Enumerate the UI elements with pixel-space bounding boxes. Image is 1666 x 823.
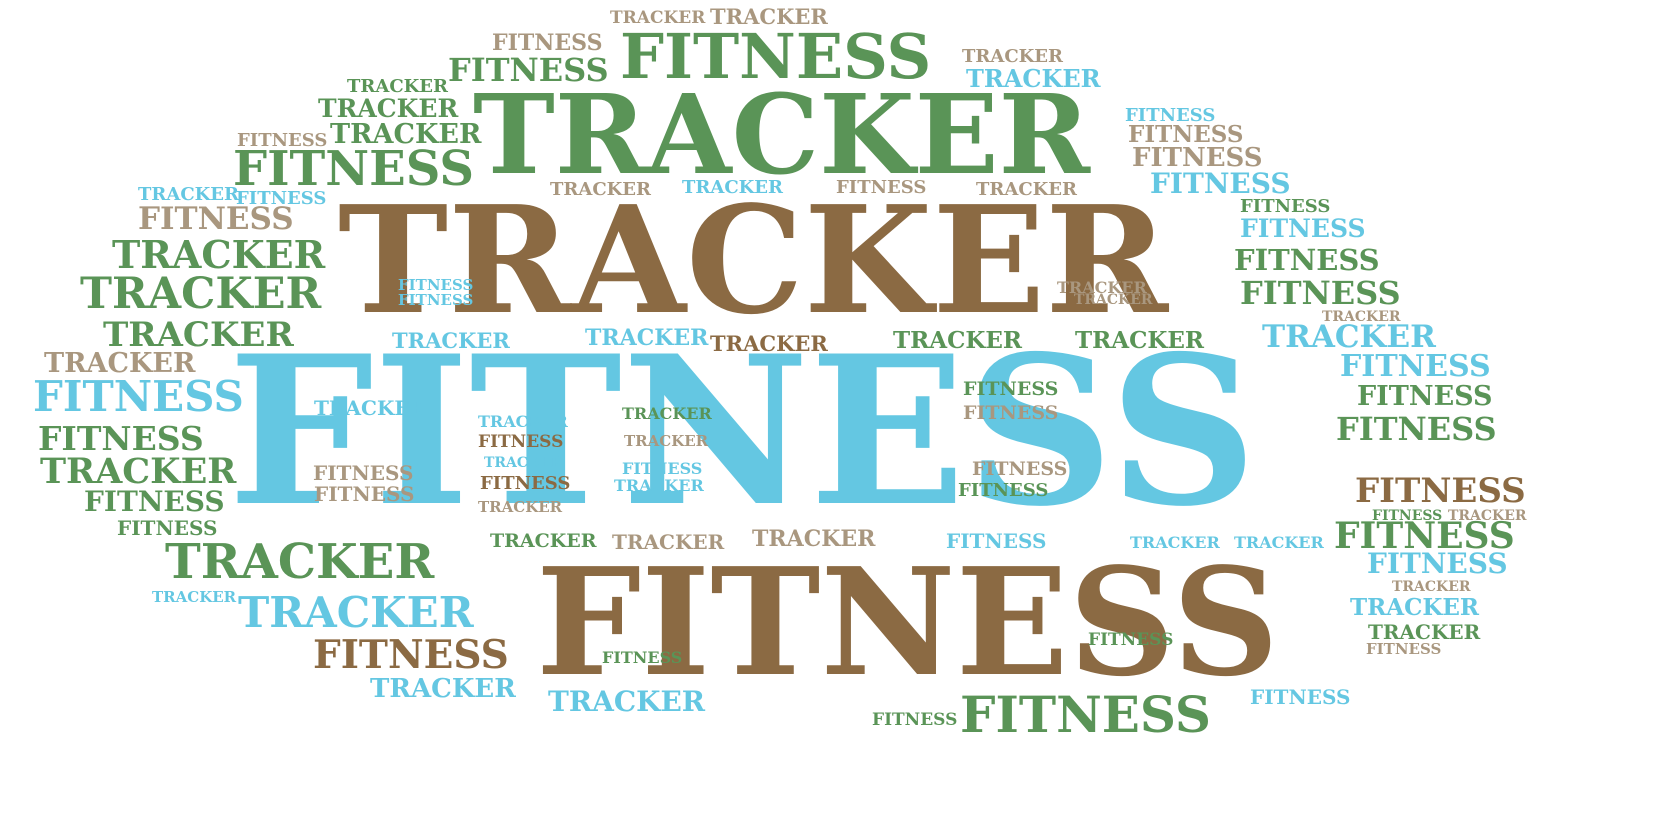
word: FITNESS [313, 632, 509, 678]
word: TRACKER [614, 476, 704, 495]
word: TRACKER [1350, 594, 1480, 621]
word: FITNESS [38, 419, 204, 458]
word: TRACKER [152, 588, 237, 606]
word: TRACKER [610, 8, 706, 28]
word: TRACKER [490, 530, 597, 552]
word: FITNESS [972, 458, 1068, 480]
word: TRACKER [1074, 292, 1153, 308]
word: TRACKER [1234, 533, 1324, 552]
word: FITNESS [1340, 349, 1491, 384]
word: TRACKER [710, 4, 828, 29]
word: TRACKER [44, 348, 196, 379]
word: TRACKER [478, 498, 563, 516]
word: FITNESS [1128, 121, 1244, 148]
word: FITNESS [1334, 515, 1515, 557]
word: FITNESS [1150, 167, 1291, 200]
word: FITNESS [236, 188, 327, 209]
word: FITNESS [314, 482, 415, 506]
word: FITNESS [836, 177, 927, 198]
word: FITNESS [963, 378, 1059, 400]
word: TRACKER [548, 685, 706, 718]
word: FITNESS [1357, 381, 1493, 412]
word: FITNESS [1336, 410, 1497, 448]
word: TRACKER [622, 404, 712, 423]
word: TRACKER [478, 412, 568, 431]
word: TRACKER [966, 64, 1101, 93]
word: TRACKER [612, 530, 725, 554]
word: TRACKER [338, 173, 1169, 347]
word: FITNESS [536, 535, 1280, 709]
word: FITNESS [602, 648, 683, 667]
word: TRACKER [473, 70, 1091, 199]
word: TRACKER [314, 396, 427, 420]
word: TRACKER [112, 232, 326, 277]
word: TRACKER [976, 179, 1077, 200]
word: FITNESS [1240, 214, 1366, 243]
word: FITNESS [138, 201, 294, 237]
word: FITNESS [228, 312, 1258, 552]
word: FITNESS [313, 461, 414, 485]
word: FITNESS [1234, 243, 1380, 277]
word: FITNESS [872, 710, 958, 730]
word: TRACKER [1368, 620, 1481, 644]
word: TRACKER [484, 455, 563, 471]
word: FITNESS [33, 372, 244, 421]
word: FITNESS [233, 141, 474, 197]
word: FITNESS [1240, 274, 1401, 312]
word: TRACKER [682, 177, 783, 198]
word: TRACKER [962, 46, 1063, 67]
word: TRACKER [40, 451, 237, 492]
word: FITNESS [478, 432, 564, 452]
word: TRACKER [138, 184, 239, 205]
word: FITNESS [1132, 143, 1263, 173]
word: FITNESS [1367, 547, 1508, 580]
word: TRACKER [80, 269, 322, 319]
word: TRACKER [238, 588, 474, 637]
word: TRACKER [347, 76, 448, 97]
word: FITNESS [480, 473, 571, 494]
word: FITNESS [448, 51, 609, 89]
word: TRACKER [752, 526, 876, 552]
word: FITNESS [1088, 630, 1174, 650]
word: TRACKER [318, 94, 459, 123]
word: TRACKER [585, 325, 709, 351]
word: TRACKER [1392, 579, 1471, 595]
word: FITNESS [1372, 508, 1443, 524]
word: FITNESS [237, 130, 328, 151]
word: FITNESS [622, 459, 703, 478]
word: FITNESS [398, 276, 474, 294]
word: TRACKER [1448, 508, 1527, 524]
word: TRACKER [392, 328, 510, 353]
word: TRACKER [1262, 319, 1436, 355]
word: TRACKER [710, 331, 828, 356]
word: FITNESS [1366, 640, 1442, 658]
word: FITNESS [1240, 196, 1331, 217]
word: FITNESS [1355, 471, 1526, 511]
word: FITNESS [963, 402, 1059, 424]
word: TRACKER [624, 432, 709, 450]
word: FITNESS [492, 30, 603, 56]
word: FITNESS [620, 20, 932, 93]
word: TRACKER [550, 179, 651, 200]
word: FITNESS [84, 485, 225, 518]
word: TRACKER [165, 534, 435, 590]
word: TRACKER [1057, 278, 1147, 297]
word: FITNESS [1125, 105, 1216, 126]
word: TRACKER [1130, 533, 1220, 552]
word: TRACKER [103, 315, 294, 355]
word: FITNESS [960, 685, 1212, 744]
word: FITNESS [117, 516, 218, 540]
word: FITNESS [398, 291, 474, 309]
word: TRACKER [370, 674, 516, 704]
word: FITNESS [1250, 685, 1351, 709]
word: TRACKER [1322, 309, 1401, 325]
word: FITNESS [958, 480, 1049, 501]
word: TRACKER [893, 327, 1023, 354]
word: FITNESS [946, 529, 1047, 553]
word: TRACKER [1075, 327, 1205, 354]
word: TRACKER [330, 119, 482, 150]
